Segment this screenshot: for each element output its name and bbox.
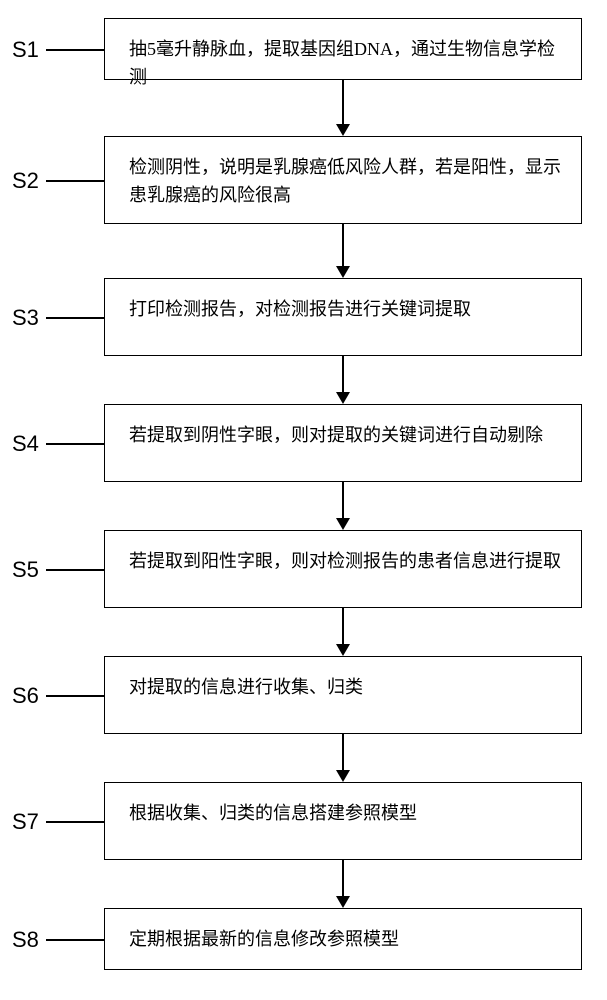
step-label-s3: S3 <box>12 305 39 331</box>
arrow-line-2 <box>342 224 344 268</box>
arrow-line-6 <box>342 734 344 772</box>
step-box-s2: 检测阴性，说明是乳腺癌低风险人群，若是阳性，显示患乳腺癌的风险很高 <box>104 136 582 224</box>
arrow-head-3 <box>336 392 350 404</box>
step-label-s1: S1 <box>12 37 39 63</box>
connector-h-s7 <box>46 821 104 823</box>
step-label-s5: S5 <box>12 557 39 583</box>
arrow-head-4 <box>336 518 350 530</box>
step-text-s8: 定期根据最新的信息修改参照模型 <box>129 925 399 953</box>
step-box-s4: 若提取到阴性字眼，则对提取的关键词进行自动剔除 <box>104 404 582 482</box>
step-text-s6: 对提取的信息进行收集、归类 <box>129 673 363 701</box>
arrow-head-2 <box>336 266 350 278</box>
step-box-s1: 抽5毫升静脉血，提取基因组DNA，通过生物信息学检测 <box>104 18 582 80</box>
step-text-s2: 检测阴性，说明是乳腺癌低风险人群，若是阳性，显示患乳腺癌的风险很高 <box>129 153 567 209</box>
arrow-line-5 <box>342 608 344 646</box>
step-box-s6: 对提取的信息进行收集、归类 <box>104 656 582 734</box>
step-text-s1: 抽5毫升静脉血，提取基因组DNA，通过生物信息学检测 <box>129 35 567 91</box>
arrow-head-1 <box>336 124 350 136</box>
arrow-head-6 <box>336 770 350 782</box>
step-text-s3: 打印检测报告，对检测报告进行关键词提取 <box>129 295 471 323</box>
step-box-s3: 打印检测报告，对检测报告进行关键词提取 <box>104 278 582 356</box>
connector-h-s2 <box>46 180 104 182</box>
connector-h-s4 <box>46 443 104 445</box>
arrow-head-7 <box>336 896 350 908</box>
step-label-s8: S8 <box>12 927 39 953</box>
arrow-line-7 <box>342 860 344 898</box>
arrow-line-4 <box>342 482 344 520</box>
connector-h-s3 <box>46 317 104 319</box>
flowchart-container: S1 抽5毫升静脉血，提取基因组DNA，通过生物信息学检测 S2 检测阴性，说明是乳腺… <box>0 0 607 1000</box>
connector-h-s1 <box>46 49 104 51</box>
connector-h-s5 <box>46 569 104 571</box>
connector-h-s8 <box>46 939 104 941</box>
step-label-s6: S6 <box>12 683 39 709</box>
arrow-line-3 <box>342 356 344 394</box>
connector-h-s6 <box>46 695 104 697</box>
step-text-s4: 若提取到阴性字眼，则对提取的关键词进行自动剔除 <box>129 421 543 449</box>
arrow-head-5 <box>336 644 350 656</box>
step-label-s4: S4 <box>12 431 39 457</box>
step-text-s5: 若提取到阳性字眼，则对检测报告的患者信息进行提取 <box>129 547 561 575</box>
step-box-s7: 根据收集、归类的信息搭建参照模型 <box>104 782 582 860</box>
step-label-s2: S2 <box>12 168 39 194</box>
step-box-s8: 定期根据最新的信息修改参照模型 <box>104 908 582 970</box>
arrow-line-1 <box>342 80 344 126</box>
step-label-s7: S7 <box>12 809 39 835</box>
step-text-s7: 根据收集、归类的信息搭建参照模型 <box>129 799 417 827</box>
step-box-s5: 若提取到阳性字眼，则对检测报告的患者信息进行提取 <box>104 530 582 608</box>
